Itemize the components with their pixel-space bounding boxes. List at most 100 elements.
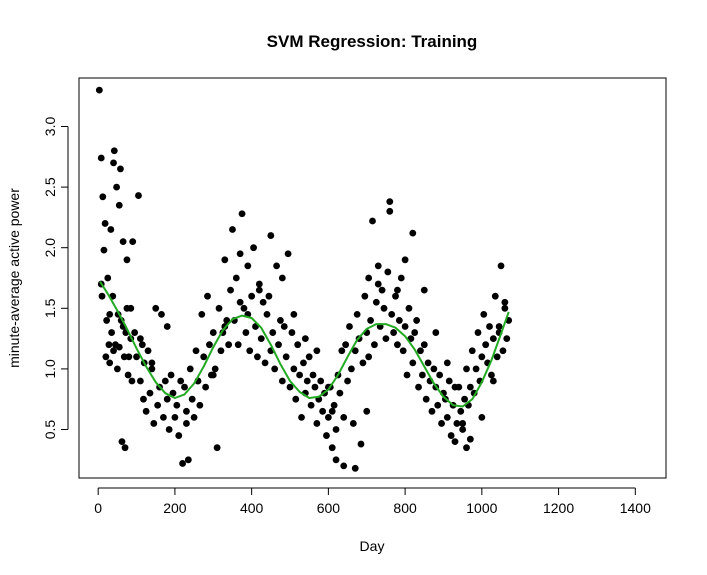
data-point: [349, 420, 357, 427]
data-point: [221, 256, 229, 264]
x-tick-label: 1400: [620, 500, 651, 516]
data-point: [447, 432, 455, 439]
data-point: [386, 207, 394, 215]
data-point: [417, 347, 424, 355]
data-point: [154, 401, 162, 409]
data-point: [428, 407, 436, 415]
y-tick-label: 1.5: [42, 298, 58, 318]
y-axis: 0.5 1.0 1.5 2.0 2.5 3.0: [42, 117, 69, 439]
data-point: [303, 377, 311, 385]
data-points: [95, 86, 513, 472]
data-point: [163, 323, 171, 330]
data-point: [255, 286, 263, 294]
data-point: [100, 246, 108, 254]
data-point: [288, 329, 296, 336]
data-point: [186, 365, 194, 373]
data-point: [382, 335, 390, 343]
data-point: [183, 407, 190, 415]
data-point: [108, 329, 116, 336]
data-point: [432, 329, 440, 336]
data-point: [277, 317, 284, 324]
data-point: [183, 420, 190, 427]
data-point: [403, 371, 411, 379]
data-point: [173, 401, 181, 409]
data-point: [495, 323, 503, 330]
data-point: [282, 353, 290, 361]
data-point: [236, 250, 244, 258]
data-point: [332, 456, 340, 464]
data-point: [292, 395, 300, 403]
data-point: [466, 435, 474, 443]
svm-fit-line-group: [99, 281, 510, 408]
data-point: [409, 229, 417, 237]
data-point: [131, 329, 139, 336]
data-point: [445, 377, 453, 385]
data-point: [499, 347, 507, 355]
data-point: [107, 226, 115, 233]
data-point: [319, 407, 327, 415]
data-point: [313, 420, 321, 427]
y-tick-label: 1.0: [42, 359, 58, 379]
data-point: [392, 292, 399, 300]
data-point: [347, 365, 355, 373]
data-point: [371, 341, 378, 349]
data-point: [229, 226, 236, 233]
data-point: [106, 359, 114, 367]
x-tick-label: 200: [163, 500, 187, 516]
data-point: [357, 440, 365, 448]
data-point: [351, 464, 359, 472]
data-point: [351, 347, 359, 355]
data-point: [365, 353, 373, 361]
data-point: [298, 413, 305, 421]
data-point: [424, 359, 432, 367]
data-point: [489, 335, 497, 343]
data-point: [394, 341, 401, 349]
data-point: [430, 365, 438, 373]
data-point: [323, 432, 330, 439]
data-point: [386, 198, 394, 206]
data-point: [493, 353, 501, 361]
y-tick-label: 3.0: [42, 117, 58, 137]
data-point: [372, 298, 380, 306]
data-point: [188, 395, 196, 403]
data-point: [181, 383, 188, 391]
data-point: [110, 147, 118, 155]
data-point: [198, 310, 206, 318]
data-point: [468, 347, 476, 355]
data-point: [280, 323, 288, 330]
data-point: [336, 389, 344, 397]
data-point: [133, 353, 140, 361]
data-point: [248, 292, 256, 300]
data-point: [309, 371, 317, 379]
data-point: [227, 286, 234, 294]
x-tick-label: 1200: [543, 500, 574, 516]
data-point: [123, 256, 131, 264]
data-point: [324, 413, 332, 421]
data-point: [275, 341, 282, 349]
data-point: [250, 244, 257, 252]
data-point: [401, 323, 409, 330]
data-point: [344, 377, 351, 385]
data-point: [317, 377, 325, 385]
data-point: [478, 413, 486, 421]
data-point: [374, 280, 382, 288]
data-point: [420, 286, 428, 294]
data-point: [474, 329, 482, 336]
data-point: [124, 371, 132, 379]
data-point: [472, 365, 480, 373]
data-point: [246, 347, 254, 355]
data-point: [223, 317, 231, 324]
data-point: [257, 335, 265, 343]
data-point: [365, 274, 373, 282]
data-point: [367, 317, 374, 324]
data-point: [330, 401, 338, 409]
data-point: [215, 304, 223, 312]
data-point: [340, 462, 348, 470]
x-tick-label: 400: [240, 500, 264, 516]
data-point: [313, 347, 321, 355]
data-point: [144, 347, 152, 355]
data-point: [478, 353, 486, 361]
data-point: [399, 347, 407, 355]
data-point: [436, 371, 444, 379]
data-point: [497, 262, 505, 270]
